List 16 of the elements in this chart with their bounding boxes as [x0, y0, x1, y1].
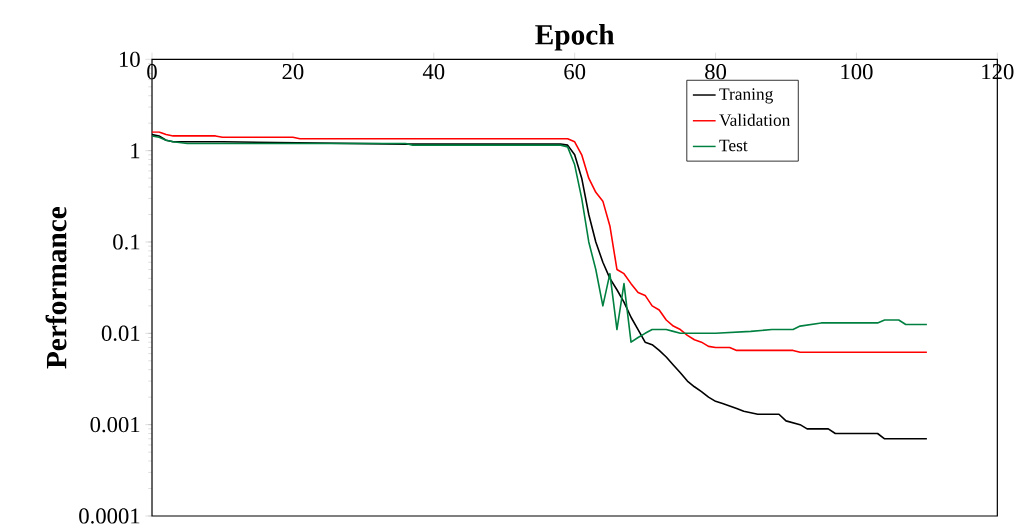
- y-tick-label: 0.001: [90, 416, 140, 433]
- legend-label: Validation: [719, 113, 791, 127]
- legend-label: Traning: [719, 88, 773, 104]
- y-tick-label: 0.01: [101, 325, 140, 342]
- y-tick-label: 0.0001: [79, 508, 140, 524]
- y-tick-label: 1: [131, 143, 140, 159]
- y-tick-label: 0.1: [113, 234, 140, 250]
- y-axis-title: Performance: [45, 206, 67, 369]
- legend-label: Test: [719, 139, 748, 152]
- x-tick-label: 60: [564, 64, 586, 80]
- x-tick-label: 100: [841, 64, 873, 80]
- x-axis-title: Epoch: [535, 24, 615, 51]
- x-tick-label: 20: [282, 64, 304, 80]
- x-tick-label: 80: [705, 64, 727, 80]
- x-tick-label: 40: [422, 64, 445, 80]
- y-tick-label: 10: [119, 51, 140, 67]
